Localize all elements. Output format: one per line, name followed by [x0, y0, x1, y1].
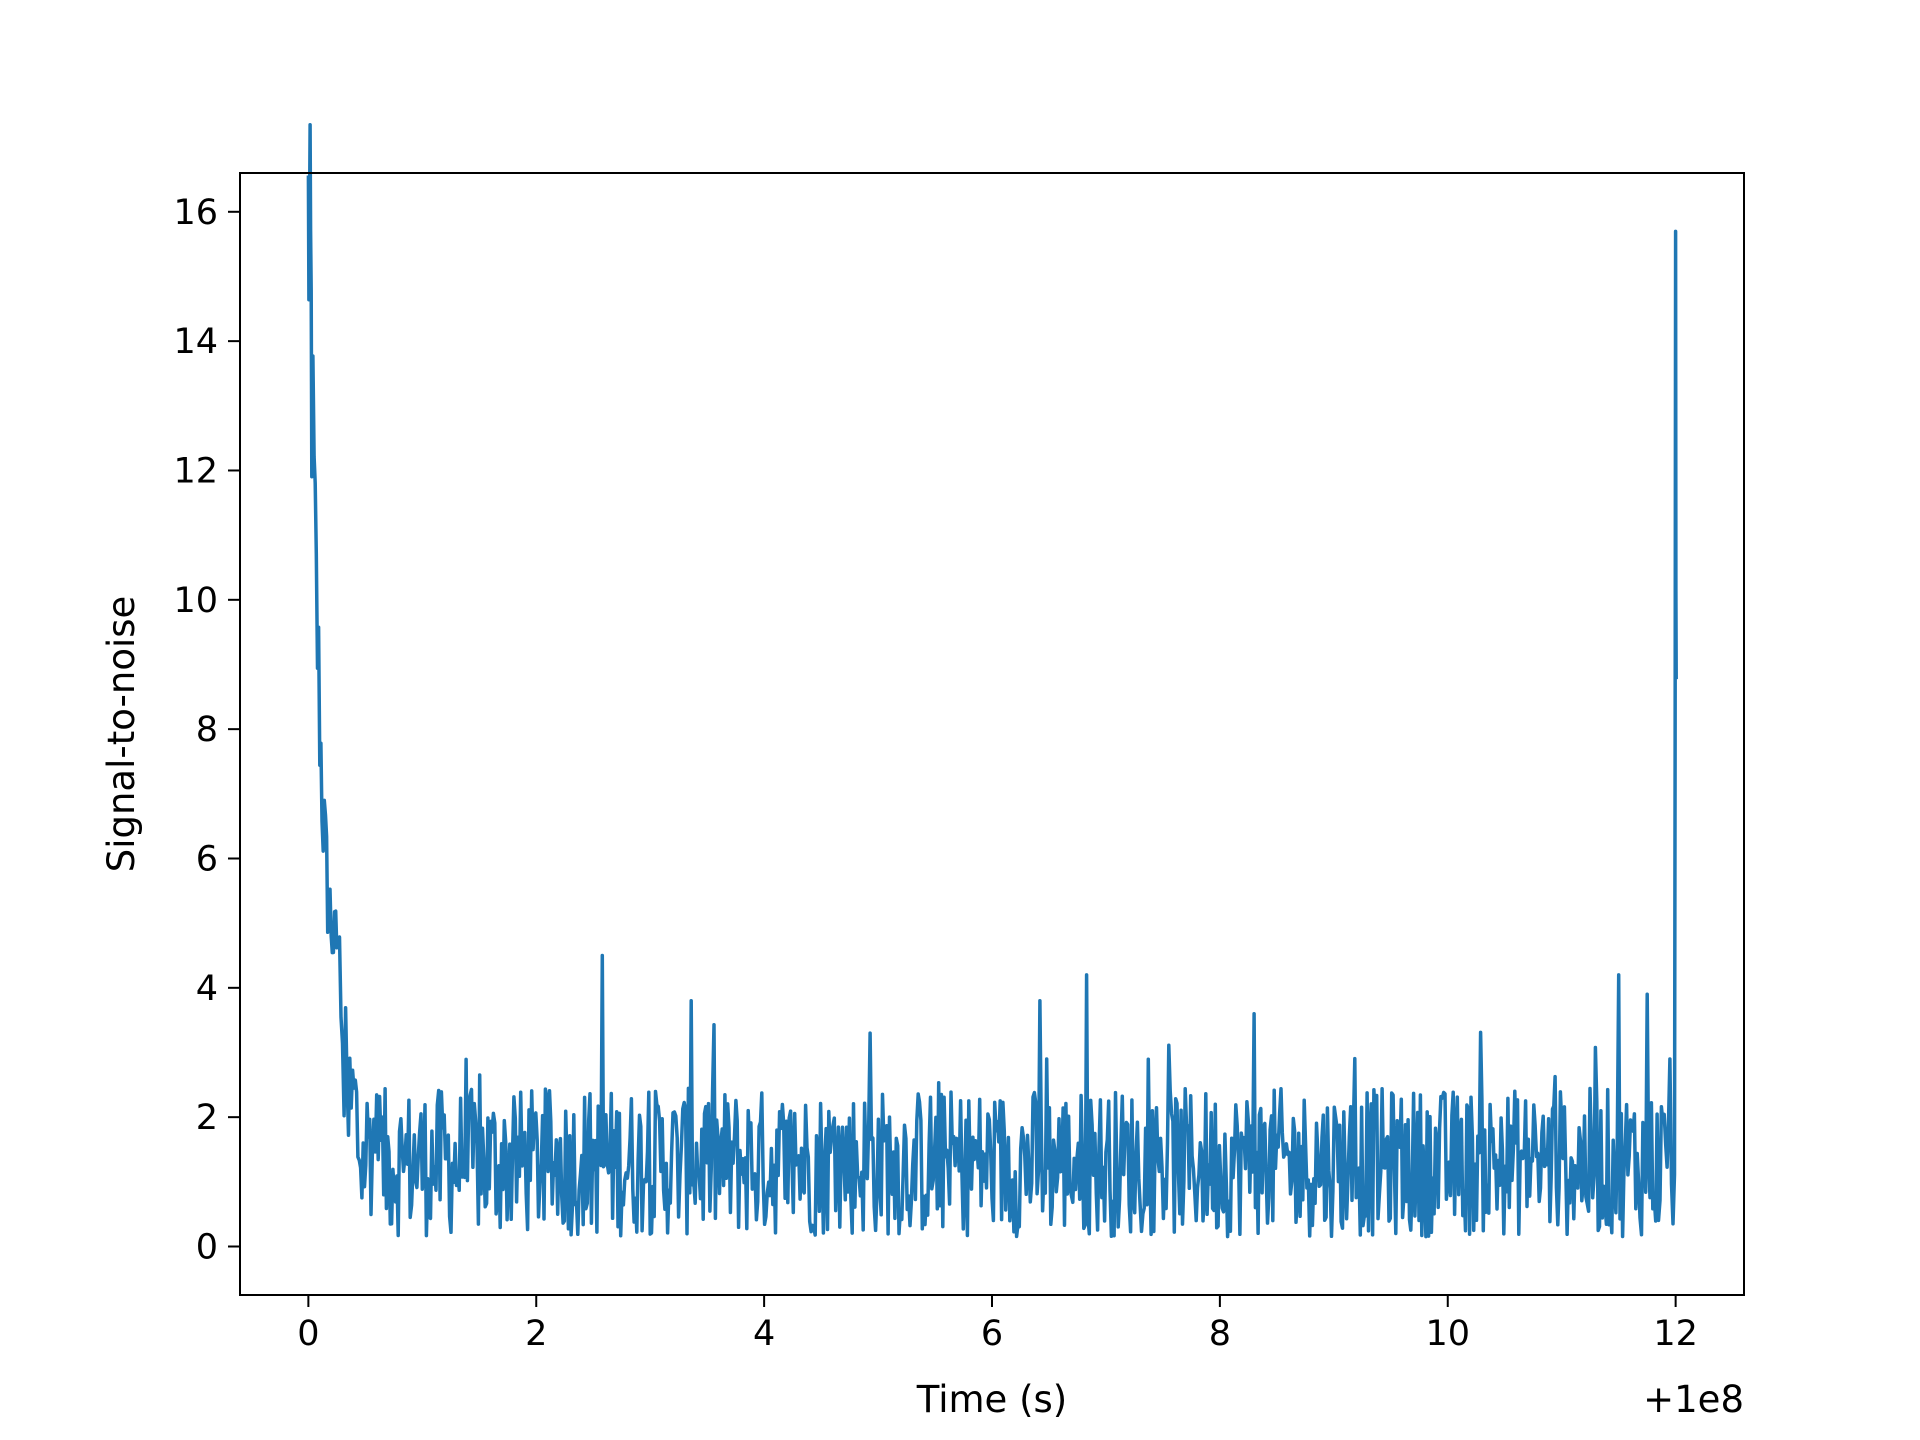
y-tick-label: 8 [196, 710, 218, 750]
plot-area [306, 122, 1678, 1239]
y-tick-label: 4 [196, 969, 218, 1009]
y-tick-label: 10 [173, 581, 218, 621]
x-tick-label: 12 [1653, 1314, 1698, 1354]
x-tick-label: 0 [297, 1314, 319, 1354]
x-tick-label: 10 [1425, 1314, 1470, 1354]
y-tick-label: 6 [196, 839, 218, 879]
x-tick-label: 8 [1209, 1314, 1231, 1354]
y-tick-label: 14 [173, 322, 218, 362]
x-axis-offset-label: +1e8 [1643, 1378, 1744, 1421]
y-axis: 0 2 4 6 8 10 12 14 16 [173, 193, 240, 1267]
y-tick-label: 2 [196, 1098, 218, 1138]
y-axis-label: Signal-to-noise [100, 596, 143, 873]
y-tick-label: 16 [173, 193, 218, 233]
y-tick-label: 12 [173, 451, 218, 491]
y-tick-label: 0 [196, 1227, 218, 1267]
x-axis-label: Time (s) [916, 1378, 1067, 1421]
x-tick-label: 2 [525, 1314, 547, 1354]
x-tick-label: 6 [981, 1314, 1003, 1354]
series-line [306, 122, 1678, 1239]
x-axis: 0 2 4 6 8 10 12 [297, 1295, 1698, 1354]
x-tick-label: 4 [753, 1314, 775, 1354]
